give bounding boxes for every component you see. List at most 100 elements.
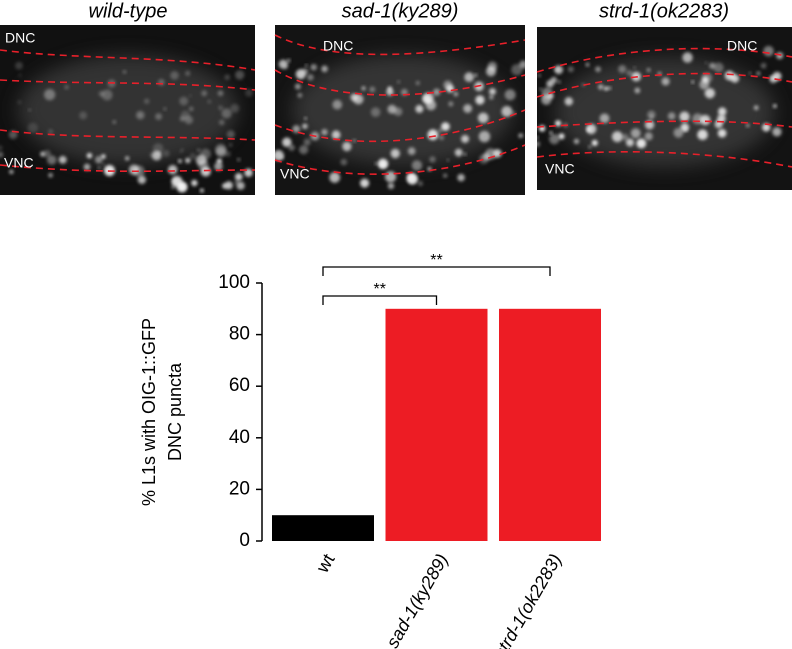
punctum <box>225 151 231 157</box>
punctum <box>27 122 38 134</box>
punctum <box>305 64 308 67</box>
punctum <box>151 150 162 161</box>
punctum <box>135 110 145 120</box>
punctum <box>15 61 23 70</box>
punctum <box>634 87 641 94</box>
punctum <box>167 164 178 175</box>
punctum <box>331 130 341 140</box>
punctum <box>776 52 784 60</box>
punctum <box>360 178 370 188</box>
punctum <box>18 73 22 77</box>
punctum <box>438 128 443 133</box>
punctum <box>625 138 635 147</box>
punctum <box>441 122 450 131</box>
punctum <box>534 140 541 147</box>
punctum <box>772 127 782 137</box>
punctum <box>618 65 627 74</box>
punctum <box>352 139 356 143</box>
punctum <box>489 95 494 100</box>
punctum <box>48 129 54 135</box>
panel-title: sad-1(ky289) <box>342 0 459 22</box>
punctum <box>195 154 207 166</box>
punctum <box>28 108 31 112</box>
punctum <box>180 110 190 120</box>
punctum <box>702 76 709 83</box>
micrograph: DNC VNC <box>534 27 792 190</box>
punctum <box>433 88 441 96</box>
punctum <box>633 66 636 70</box>
punctum <box>626 70 633 76</box>
punctum <box>448 101 454 107</box>
punctum <box>329 172 341 183</box>
punctum <box>200 188 204 193</box>
punctum <box>554 120 562 127</box>
punctum <box>769 75 777 84</box>
punctum <box>48 172 53 178</box>
vnc-label: VNC <box>280 166 310 182</box>
punctum <box>477 112 489 124</box>
punctum <box>196 148 201 153</box>
punctum <box>697 129 708 141</box>
punctum <box>585 62 590 67</box>
punctum <box>163 107 167 111</box>
punctum <box>478 130 491 143</box>
punctum <box>179 96 189 106</box>
punctum <box>661 77 670 86</box>
significance-label: ** <box>374 281 386 298</box>
punctum <box>307 73 314 81</box>
punctum <box>597 84 604 90</box>
y-tick-label: 60 <box>229 375 250 396</box>
punctum <box>189 152 197 160</box>
dnc-label: DNC <box>727 38 757 54</box>
punctum <box>756 71 761 76</box>
punctum <box>221 108 232 119</box>
punctum <box>406 173 418 184</box>
panel-title: strd-1(ok2283) <box>599 0 729 22</box>
punctum <box>377 158 389 170</box>
punctum <box>591 139 598 146</box>
punctum <box>44 89 56 101</box>
bar <box>499 308 601 541</box>
punctum <box>539 87 542 91</box>
significance-bracket <box>322 266 551 276</box>
punctum <box>171 184 176 189</box>
punctum <box>303 138 311 146</box>
punctum <box>17 100 22 105</box>
punctum <box>176 182 187 193</box>
vnc-label: VNC <box>545 161 575 177</box>
punctum <box>162 149 170 158</box>
punctum <box>237 158 241 162</box>
punctum <box>753 105 759 111</box>
punctum <box>185 157 191 164</box>
punctum <box>573 138 580 144</box>
bar <box>272 515 374 541</box>
punctum <box>557 80 561 84</box>
punctum <box>679 111 690 122</box>
bar-chart: 0 20 40 60 80 100% L1s with OIG-1::GFP DNC pun… <box>139 252 601 649</box>
punctum <box>387 182 395 190</box>
punctum <box>429 156 436 163</box>
punctum <box>588 145 592 149</box>
x-tick-label: wt <box>312 550 339 576</box>
punctum <box>171 177 180 186</box>
punctum <box>101 154 106 159</box>
vnc-label: VNC <box>4 155 34 171</box>
punctum <box>179 150 183 153</box>
punctum <box>464 72 474 83</box>
punctum <box>374 162 378 166</box>
punctum <box>43 149 51 158</box>
punctum <box>549 131 553 135</box>
y-axis-label: % L1s with OIG-1::GFP <box>139 318 159 506</box>
punctum <box>489 88 496 96</box>
punctum <box>501 105 513 117</box>
punctum <box>549 133 560 145</box>
x-tick-label: sad-1(ky289) <box>382 550 452 649</box>
punctum <box>83 163 91 171</box>
punctum <box>295 69 306 80</box>
punctum <box>46 155 57 165</box>
punctum <box>214 162 223 171</box>
punctum <box>218 105 223 111</box>
panel-title: wild-type <box>89 0 168 22</box>
punctum <box>411 160 423 171</box>
punctum <box>700 114 711 126</box>
